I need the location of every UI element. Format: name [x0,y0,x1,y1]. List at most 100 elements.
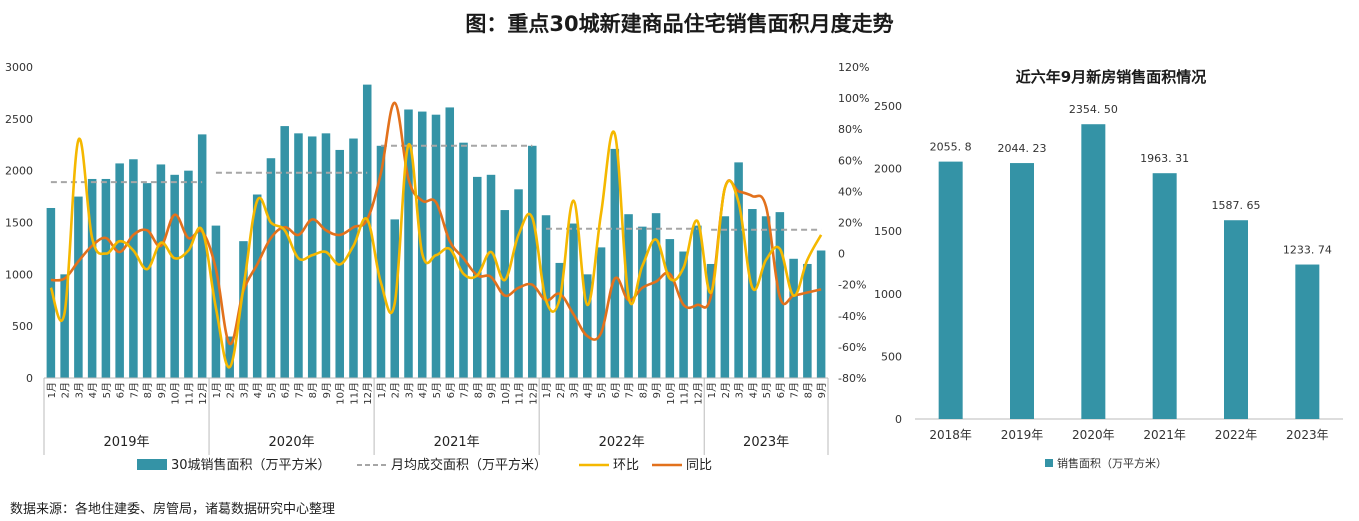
y-tick-label: 2500 [5,113,33,126]
month-label: 3月 [73,382,85,398]
y-tick-label: 1000 [5,268,33,281]
y2-tick-label: -80% [838,372,866,385]
month-label: 5月 [101,382,113,398]
bar [60,274,69,378]
bar [651,213,661,378]
month-label: 6月 [115,382,127,398]
month-label: 11月 [514,382,526,405]
right-category-label: 2018年 [929,428,972,442]
bar [280,126,289,378]
month-label: 7月 [459,382,471,398]
month-label: 9月 [486,382,498,398]
month-label: 7月 [789,382,801,398]
bar [500,210,510,378]
right-chart: 近六年9月新房销售面积情况 0 500 1000 1500 2000 2500 2055. … [874,68,1343,470]
bar [789,258,798,378]
right-bar-value: 2055. 8 [930,141,972,154]
right-bar-value: 1963. 31 [1140,152,1189,165]
month-label: 9月 [321,382,333,398]
month-label: 8月 [472,382,484,398]
month-label: 10月 [500,382,512,405]
bar [101,178,111,378]
bar [555,262,565,378]
legend-label-avg: 月均成交面积（万平方米） [391,457,547,473]
bar [514,189,523,378]
right-bar-value: 1233. 74 [1283,244,1332,257]
year-label: 2020年 [269,435,315,450]
month-label: 5月 [596,382,608,398]
bar [803,263,812,378]
bar [239,241,248,378]
month-label: 3月 [404,382,416,398]
month-label: 5月 [266,382,278,398]
month-label: 8月 [307,382,319,398]
month-label: 5月 [431,382,443,398]
y-tick-label: 1500 [5,217,33,230]
month-label: 9月 [156,382,168,398]
month-label: 3月 [734,382,746,398]
left-chart: 0 500 1000 1500 2000 2500 3000 -80% -60% -40% -20%… [5,61,869,473]
main-title: 图：重点30城新建商品住宅销售面积月度走势 [465,12,894,36]
bar [665,239,675,378]
month-label: 8月 [142,382,154,398]
y-tick-label: 500 [12,320,33,333]
y-tick-label: 0 [26,372,33,385]
month-label: 4月 [87,382,99,398]
bar [74,196,83,378]
right-bar-value: 2354. 50 [1069,103,1118,116]
month-label: 2月 [225,382,237,398]
month-label: 12月 [527,382,539,405]
y2-tick-label: -40% [838,310,866,323]
bar [431,114,441,378]
yoy-line [50,101,822,346]
bar [748,209,757,378]
bar [706,263,716,378]
month-label: 2月 [390,382,402,398]
y2-tick-label: -20% [838,279,866,292]
month-label: 4月 [417,382,429,398]
month-label: 11月 [183,382,195,405]
right-legend-label: 销售面积（万平方米） [1057,456,1167,470]
bar [294,133,303,378]
bar [693,225,702,378]
month-label: 1月 [46,382,58,398]
legend-label-bar: 30城销售面积（万平方米） [171,457,331,473]
source-note: 数据来源：各地住建委、房管局，诸葛数据研究中心整理 [10,502,336,517]
month-label: 8月 [637,382,649,398]
month-label: 11月 [349,382,361,405]
bar [734,162,743,378]
right-category-label: 2020年 [1072,428,1115,442]
month-label: 6月 [775,382,787,398]
month-label: 2月 [60,382,72,398]
month-label: 12月 [362,382,374,405]
bar [472,176,482,378]
month-label: 5月 [761,382,773,398]
y-tick-label: 2000 [5,165,33,178]
bar [266,158,276,378]
month-label: 1月 [211,382,223,398]
month-label: 6月 [445,382,457,398]
right-legend-swatch [1045,459,1053,467]
month-label: 1月 [376,382,388,398]
bar [197,134,207,378]
month-label: 3月 [238,382,250,398]
month-label: 9月 [816,382,828,398]
month-label: 4月 [582,382,594,398]
year-label: 2022年 [599,435,645,450]
y2-tick-label: 60% [838,154,862,167]
bar [170,174,179,378]
month-label: 4月 [252,382,264,398]
right-category-label: 2019年 [1001,428,1044,442]
bar [761,216,771,378]
bar [225,336,234,378]
right-y-tick-label: 0 [895,413,902,426]
y2-tick-label: 20% [838,217,862,230]
month-label: 8月 [802,382,814,398]
year-label: 2019年 [103,435,149,450]
right-bar [1081,124,1106,419]
month-label: 12月 [197,382,209,405]
right-bar [1295,264,1320,419]
month-label: 10月 [335,382,347,405]
right-category-label: 2022年 [1215,428,1258,442]
